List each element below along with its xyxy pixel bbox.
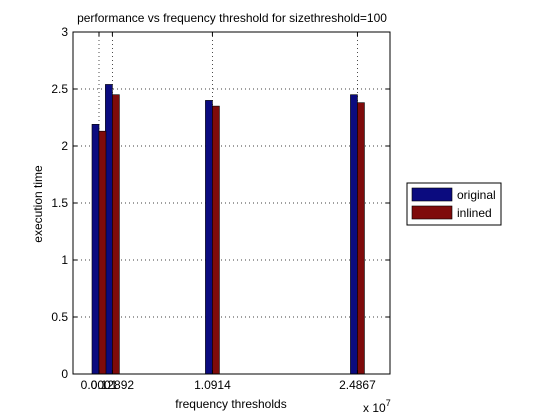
legend-label-original: original [457,188,496,202]
bar-original-0 [91,124,100,375]
y-tick-label: 3 [61,25,68,39]
y-tick-label: 0 [61,367,68,381]
y-tick-label: 1 [61,253,68,267]
x-axis-exponent: x 107 [363,398,391,415]
bar-inlined-2 [212,105,220,375]
x-axis-label: frequency thresholds [175,397,286,411]
bar-original-3 [350,94,358,375]
y-tick-label: 2 [61,139,68,153]
y-tick-label: 0.5 [51,310,68,324]
legend-label-inlined: inlined [457,206,492,220]
y-tick-label: 2.5 [51,82,68,96]
y-tick-label: 1.5 [51,196,68,210]
x-tick-label: 0.0001 [81,378,118,392]
legend-swatch-original [411,187,453,202]
y-axis-label: execution time [31,165,45,243]
x-tick-label: 1.0914 [194,378,231,392]
bar-inlined-3 [357,102,365,375]
plot-background [73,32,390,374]
legend-swatch-inlined [411,205,453,220]
legend: original inlined [406,182,502,226]
x-axis-exponent-base: x 10 [363,401,386,415]
x-tick-label: 0.12892 [91,378,135,392]
bar-original-2 [205,100,213,375]
x-axis-exponent-power: 7 [386,398,391,408]
bar-original-1 [105,84,113,375]
bar-inlined-1 [112,94,120,375]
chart-title: performance vs frequency threshold for s… [77,11,387,25]
bar-inlined-0 [98,130,107,375]
x-tick-label: 2.4867 [339,378,376,392]
